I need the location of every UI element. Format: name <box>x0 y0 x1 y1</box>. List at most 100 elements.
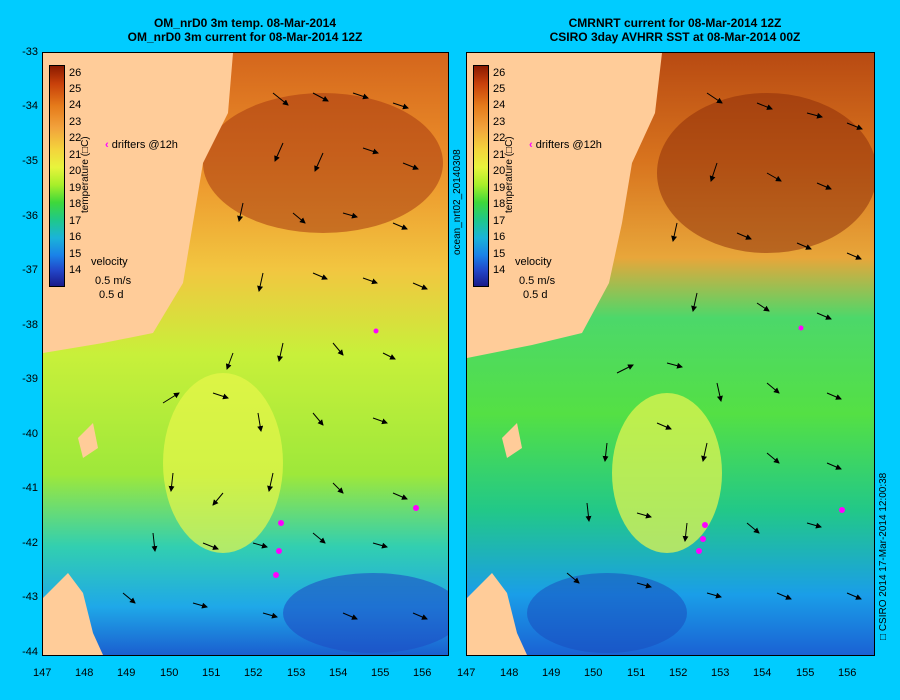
colorbar-tick: 24 <box>493 99 506 111</box>
colorbar-tick: 25 <box>69 83 82 95</box>
velocity-duration: 0.5 d <box>523 289 548 301</box>
x-tick-label: 152 <box>669 667 688 679</box>
left-title-line2: OM_nrD0 3m current for 08-Mar-2014 12Z <box>127 30 363 44</box>
colorbar-tick: 21 <box>69 149 82 161</box>
right-title-line1: CMRNRT current for 08-Mar-2014 12Z <box>568 16 782 30</box>
island-land <box>78 423 98 458</box>
land-mass <box>467 53 662 358</box>
colorbar-tick: 24 <box>69 99 82 111</box>
colorbar-tick: 20 <box>493 165 506 177</box>
velocity-duration: 0.5 d <box>99 289 124 301</box>
x-tick-label: 150 <box>584 667 603 679</box>
drifters-legend-label: drifters @12h <box>111 139 178 151</box>
x-tick-label: 153 <box>287 667 306 679</box>
x-tick-label: 156 <box>413 667 432 679</box>
colorbar-tick: 16 <box>493 231 506 243</box>
x-tick-label: 154 <box>329 667 348 679</box>
island-land <box>502 423 522 458</box>
right-map-svg <box>467 53 874 655</box>
y-tick-label: -35 <box>22 155 38 167</box>
y-tick-label: -34 <box>22 100 38 112</box>
colorbar-tick: 26 <box>69 67 82 79</box>
x-tick-label: 151 <box>202 667 221 679</box>
y-tick-label: -44 <box>22 646 38 658</box>
warm-core <box>657 93 874 253</box>
y-tick-label: -42 <box>22 537 38 549</box>
colorbar-tick: 14 <box>69 264 82 276</box>
x-tick-label: 150 <box>160 667 179 679</box>
y-tick-label: -38 <box>22 319 38 331</box>
x-tick-label: 156 <box>838 667 857 679</box>
y-tick-label: -36 <box>22 210 38 222</box>
drifter-icon: ‹ <box>105 139 109 151</box>
y-tick-label: -40 <box>22 428 38 440</box>
land-mass <box>43 53 233 353</box>
velocity-label: velocity <box>91 256 128 268</box>
colorbar-tick: 15 <box>69 248 82 260</box>
drifters-legend: ‹ drifters @12h <box>529 139 602 151</box>
colorbar-tick: 23 <box>69 116 82 128</box>
cold-water <box>283 573 448 653</box>
x-tick-label: 154 <box>753 667 772 679</box>
tasmania-land <box>467 573 527 655</box>
left-panel-title: OM_nrD0 3m temp. 08-Mar-2014 OM_nrD0 3m … <box>60 16 430 44</box>
velocity-speed: 0.5 m/s <box>519 275 556 287</box>
eddy-core <box>612 393 722 553</box>
x-tick-label: 148 <box>500 667 519 679</box>
x-tick-label: 155 <box>796 667 815 679</box>
x-tick-label: 149 <box>542 667 561 679</box>
y-tick-label: -33 <box>22 46 38 58</box>
drifter-icon: ‹ <box>529 139 533 151</box>
colorbar-tick: 25 <box>493 83 506 95</box>
drifters-legend: ‹ drifters @12h <box>105 139 178 151</box>
drifter-markers <box>273 328 419 578</box>
run-id-label: ocean_nrt02_20140308 <box>452 149 463 255</box>
colorbar-tick: 21 <box>493 149 506 161</box>
cold-eddy <box>527 573 687 653</box>
x-tick-label: 147 <box>33 667 52 679</box>
right-panel-title: CMRNRT current for 08-Mar-2014 12Z CSIRO… <box>485 16 865 44</box>
y-tick-label: -37 <box>22 264 38 276</box>
drifters-legend-label: drifters @12h <box>535 139 602 151</box>
tasmania-land <box>43 573 103 655</box>
x-tick-label: 155 <box>371 667 390 679</box>
y-tick-label: -43 <box>22 591 38 603</box>
colorbar-tick: 17 <box>69 215 82 227</box>
colorbar-tick: 20 <box>69 165 82 177</box>
model-temperature-map: 26 25 24 23 22 21 20 19 18 17 16 15 14 t… <box>42 52 449 656</box>
colorbar-tick: 15 <box>493 248 506 260</box>
colorbar-tick: 23 <box>493 116 506 128</box>
x-tick-label: 151 <box>627 667 646 679</box>
x-tick-label: 152 <box>244 667 263 679</box>
colorbar-tick: 18 <box>493 198 506 210</box>
x-tick-label: 149 <box>117 667 136 679</box>
colorbar-tick: 17 <box>493 215 506 227</box>
current-vectors <box>566 92 863 600</box>
y-tick-label: -41 <box>22 482 38 494</box>
temperature-colorbar <box>473 65 489 287</box>
left-title-line1: OM_nrD0 3m temp. 08-Mar-2014 <box>153 16 337 30</box>
x-tick-label: 147 <box>457 667 476 679</box>
eddy-core <box>163 373 283 553</box>
current-vectors <box>122 92 428 620</box>
colorbar-label: temperature (□C) <box>80 136 91 213</box>
colorbar-tick: 22 <box>493 132 506 144</box>
x-tick-label: 148 <box>75 667 94 679</box>
colorbar-tick: 22 <box>69 132 82 144</box>
colorbar-tick: 16 <box>69 231 82 243</box>
left-map-svg <box>43 53 448 655</box>
y-tick-label: -39 <box>22 373 38 385</box>
velocity-label: velocity <box>515 256 552 268</box>
temperature-colorbar <box>49 65 65 287</box>
x-tick-label: 153 <box>711 667 730 679</box>
colorbar-tick: 19 <box>493 182 506 194</box>
velocity-speed: 0.5 m/s <box>95 275 132 287</box>
right-title-line2: CSIRO 3day AVHRR SST at 08-Mar-2014 00Z <box>549 30 801 44</box>
colorbar-tick: 19 <box>69 182 82 194</box>
warm-core <box>203 93 443 233</box>
colorbar-tick: 14 <box>493 264 506 276</box>
colorbar-label: temperature (□C) <box>504 136 515 213</box>
credit-label: □ CSIRO 2014 17-Mar-2014 12:00:38 <box>878 472 889 640</box>
satellite-sst-map: 26 25 24 23 22 21 20 19 18 17 16 15 14 t… <box>466 52 875 656</box>
colorbar-tick: 26 <box>493 67 506 79</box>
